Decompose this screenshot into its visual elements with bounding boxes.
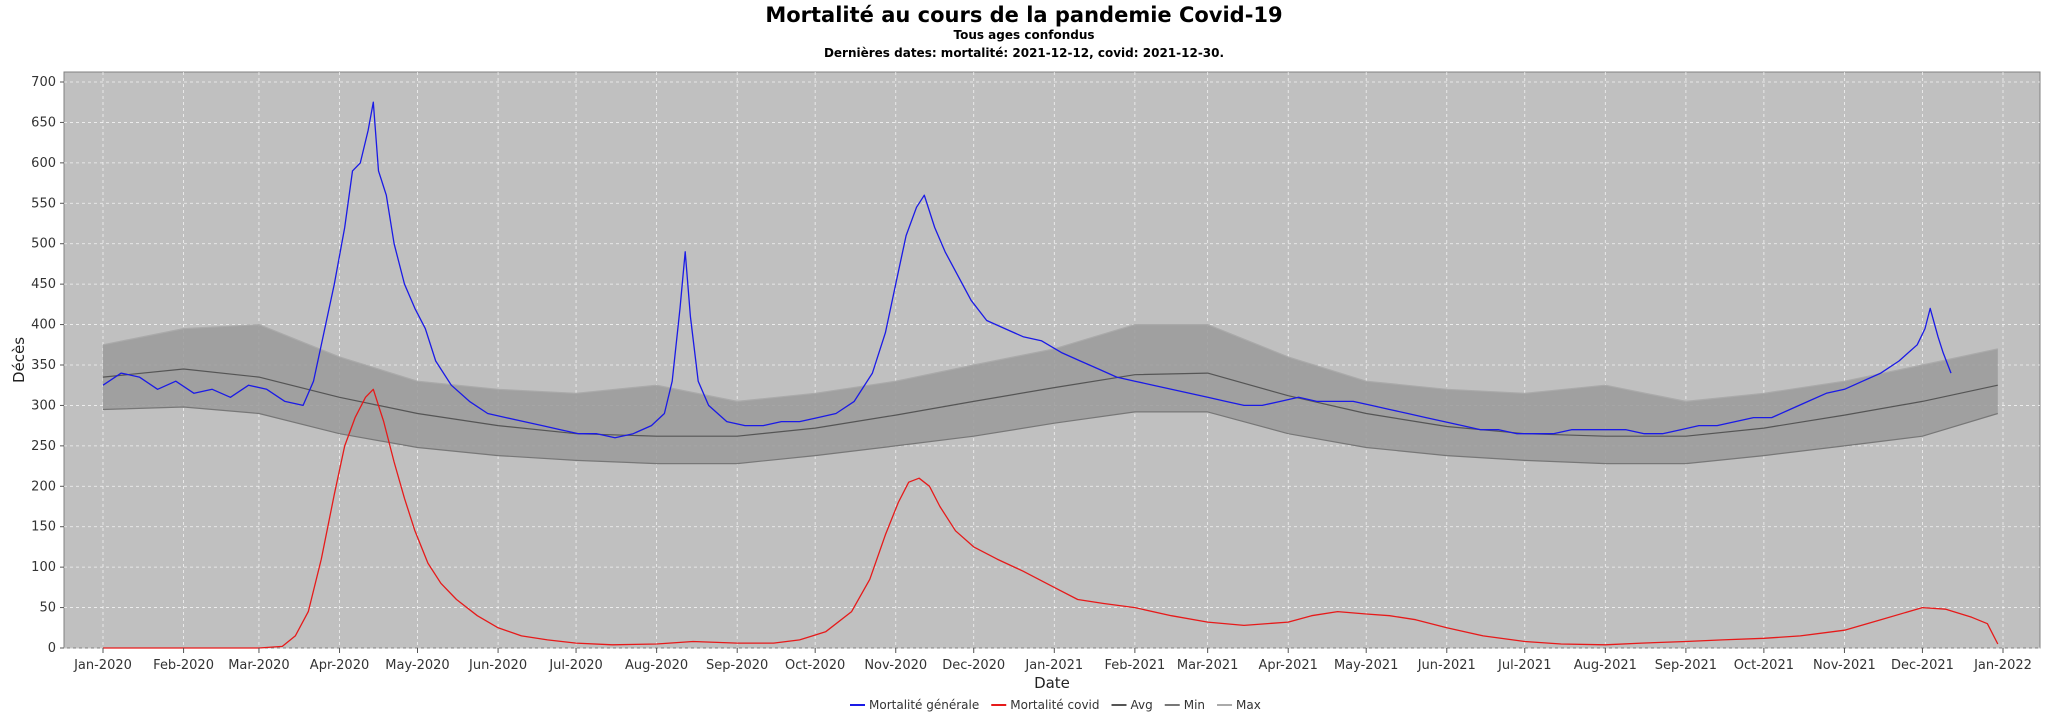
y-tick-label: 100 [31, 560, 56, 575]
x-tick-label: Jan-2021 [1024, 658, 1083, 673]
series-lines [102, 101, 1999, 649]
x-tick-label: Nov-2021 [1813, 658, 1876, 673]
y-tick-label: 150 [31, 520, 56, 535]
x-tick-label: Feb-2020 [153, 658, 214, 673]
x-tick-label: Aug-2021 [1574, 658, 1637, 673]
y-tick-label: 300 [31, 398, 56, 413]
x-tick-label: Jan-2022 [1973, 658, 2032, 673]
y-tick-label: 50 [39, 601, 56, 616]
y-tick-label: 450 [31, 277, 56, 292]
band-area [103, 324, 1998, 464]
y-tick-label: 200 [31, 479, 56, 494]
y-tick-label: 0 [48, 641, 56, 656]
legend-entry: Min [1184, 698, 1205, 712]
x-tick-label: Jul-2021 [1497, 658, 1551, 673]
series-line-3 [102, 406, 1998, 465]
x-tick-label: Mar-2021 [1177, 658, 1238, 673]
chart-subtitle-1: Tous ages confondus [953, 28, 1094, 42]
legend-entry: Max [1236, 698, 1261, 712]
chart-title: Mortalité au cours de la pandemie Covid-… [765, 3, 1282, 27]
x-tick-label: Dec-2020 [942, 658, 1005, 673]
x-tick-label: Sep-2021 [1655, 658, 1717, 673]
x-tick-label: Feb-2021 [1104, 658, 1165, 673]
x-tick-label: Jun-2020 [468, 658, 527, 673]
x-tick-label: Jul-2020 [548, 658, 602, 673]
legend-entry: Mortalité générale [869, 698, 979, 712]
x-tick-label: Nov-2020 [864, 658, 927, 673]
min-max-band [103, 324, 1998, 464]
y-tick-label: 400 [31, 318, 56, 333]
series-line-0 [102, 101, 1952, 439]
legend-entry: Mortalité covid [1010, 698, 1099, 712]
x-tick-label: May-2020 [385, 658, 449, 673]
x-tick-label: Oct-2021 [1734, 658, 1794, 673]
y-tick-label: 600 [31, 156, 56, 171]
y-axis-label: Décès [10, 337, 28, 383]
y-tick-label: 700 [31, 75, 56, 90]
x-tick-label: Apr-2021 [1259, 658, 1318, 673]
y-tick-label: 500 [31, 237, 56, 252]
x-tick-label: Sep-2020 [706, 658, 768, 673]
legend-entry: Avg [1131, 698, 1153, 712]
y-tick-label: 550 [31, 196, 56, 211]
y-tick-label: 250 [31, 439, 56, 454]
y-tick-label: 350 [31, 358, 56, 373]
x-tick-label: Jun-2021 [1417, 658, 1476, 673]
x-tick-label: Jan-2020 [73, 658, 132, 673]
x-tick-label: May-2021 [1334, 658, 1398, 673]
x-tick-label: Dec-2021 [1891, 658, 1954, 673]
y-tick-label: 650 [31, 115, 56, 130]
x-tick-label: Oct-2020 [785, 658, 845, 673]
chart-subtitle-2: Dernières dates: mortalité: 2021-12-12, … [824, 46, 1224, 60]
y-axis-ticks: 0 50 100 150 200 250 300 350 400 450 500 550 600 650 7… [31, 75, 64, 656]
x-axis-ticks: Jan-2020 Feb-2020 Mar-2020 Apr-2020 May-2020… [73, 648, 2032, 673]
x-tick-label: Aug-2020 [625, 658, 688, 673]
x-axis-label: Date [1034, 674, 1070, 692]
x-tick-label: Mar-2020 [228, 658, 289, 673]
legend: Mortalité générale Mortalité covid Avg Min M… [850, 698, 1261, 712]
series-line-2 [102, 368, 1998, 437]
x-tick-label: Apr-2020 [310, 658, 369, 673]
series-line-1 [103, 388, 1999, 649]
